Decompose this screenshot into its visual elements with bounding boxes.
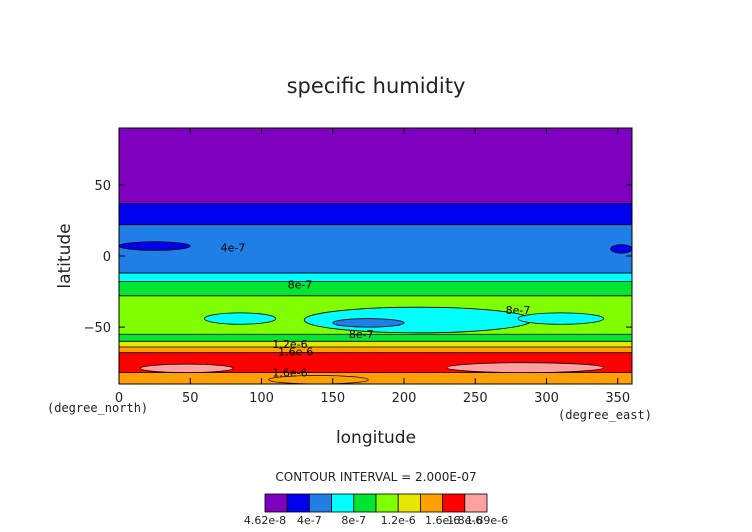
contour-patch [332, 318, 405, 328]
colorbar-label: 4e-7 [297, 514, 322, 527]
colorbar-swatch [464, 493, 488, 513]
colorbar-swatch [264, 493, 288, 513]
contour-patch [118, 241, 191, 251]
contour-label: 4e-7 [221, 241, 246, 254]
x-tick-label: 250 [463, 391, 488, 406]
chart-title: specific humidity [287, 74, 466, 98]
latitude-band [119, 341, 632, 348]
contour-patch [204, 312, 277, 325]
contour-patch [610, 244, 633, 254]
contour-label: 8e-7 [288, 278, 313, 291]
latitude-band [119, 347, 632, 353]
colorbar-swatch [286, 493, 310, 513]
plot-area [118, 128, 633, 385]
contour-label: 1.2e-6 [272, 338, 307, 351]
y-tick-label: 0 [103, 250, 111, 265]
latitude-band [119, 281, 632, 296]
y-tick-label: 50 [94, 179, 111, 194]
colorbar-swatch [419, 493, 443, 513]
x-tick-label: 50 [182, 391, 199, 406]
latitude-band [119, 372, 632, 384]
x-unit-label: (degree_east) [558, 408, 652, 422]
contour-labels: 4e-78e-78e-78e-71.2e-61.6e-61.6e-6 [221, 241, 531, 379]
x-axis-ticks: 0 50 100 150 200 250 300 350 [115, 128, 630, 406]
y-tick-label: −50 [84, 321, 111, 336]
contour-label: 8e-7 [349, 328, 374, 341]
colorbar-label: 1.89e-6 [466, 514, 508, 527]
colorbar-label: 1.8e-6 [447, 514, 482, 527]
contour-patch [517, 312, 604, 325]
contour-patch [446, 362, 604, 374]
y-axis-label: latitude [55, 223, 75, 288]
latitude-band [119, 273, 632, 282]
x-tick-label: 300 [534, 391, 559, 406]
colorbar-swatch [442, 493, 466, 513]
y-axis-ticks: 50 0 −50 [84, 179, 632, 336]
colorbar-swatch [308, 493, 332, 513]
contour-patch [139, 363, 234, 374]
x-tick-label: 350 [605, 391, 630, 406]
x-tick-label: 200 [392, 391, 417, 406]
x-axis-label: longitude [336, 428, 416, 448]
colorbar: 4.62e-8 4e-7 8e-7 1.2e-6 1.6e-61.8e-61.89e-6 [244, 493, 508, 527]
x-tick-label: 100 [249, 391, 274, 406]
latitude-band [119, 224, 632, 274]
latitude-band [119, 334, 632, 342]
latitude-band [119, 128, 632, 204]
colorbar-label: 8e-7 [341, 514, 366, 527]
colorbar-label: 1.2e-6 [381, 514, 416, 527]
x-tick-label: 0 [115, 391, 123, 406]
colorbar-swatch [353, 493, 377, 513]
contour-interval-text: CONTOUR INTERVAL = 2.000E-07 [275, 470, 476, 484]
colorbar-label: 1.6e-6 [425, 514, 460, 527]
latitude-band [119, 203, 632, 225]
y-unit-label: (degree_north) [47, 401, 148, 415]
colorbar-label: 4.62e-8 [244, 514, 286, 527]
colorbar-swatch [375, 493, 399, 513]
contour-label: 1.6e-6 [272, 367, 307, 380]
contour-label: 8e-7 [506, 304, 531, 317]
contour-patch [303, 306, 533, 334]
colorbar-swatch [331, 493, 355, 513]
contour-label: 1.6e-6 [278, 345, 313, 358]
colorbar-swatch [397, 493, 421, 513]
x-tick-label: 150 [320, 391, 345, 406]
